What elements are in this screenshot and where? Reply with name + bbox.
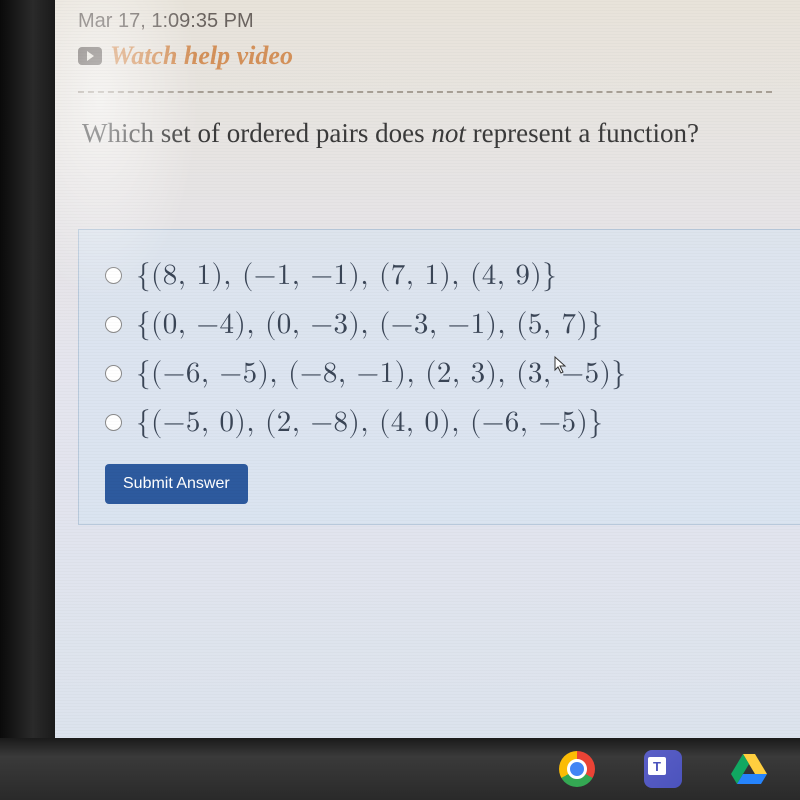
google-drive-icon[interactable]	[728, 748, 770, 790]
option-3[interactable]: {(−6, −5), (−8, −1), (2, 3), (3, −5)}	[105, 356, 774, 391]
option-text: {(0, −4), (0, −3), (−3, −1), (5, 7)}	[136, 307, 603, 342]
radio-icon	[105, 365, 122, 382]
option-text: {(−5, 0), (2, −8), (4, 0), (−6, −5)}	[136, 405, 603, 440]
radio-icon	[105, 267, 122, 284]
submit-answer-button[interactable]: Submit Answer	[105, 464, 248, 504]
chrome-icon[interactable]	[556, 748, 598, 790]
watch-video-label: Watch help video	[110, 41, 293, 71]
play-icon	[78, 47, 102, 65]
option-text: {(8, 1), (−1, −1), (7, 1), (4, 9)}	[136, 258, 557, 293]
answer-panel: {(8, 1), (−1, −1), (7, 1), (4, 9)} {(0, …	[78, 229, 800, 525]
option-1[interactable]: {(8, 1), (−1, −1), (7, 1), (4, 9)}	[105, 258, 774, 293]
watch-help-video-link[interactable]: Watch help video	[78, 41, 293, 71]
question-text: Which set of ordered pairs does not repr…	[78, 115, 772, 151]
timestamp: Mar 17, 1:09:35 PM	[78, 10, 772, 33]
option-4[interactable]: {(−5, 0), (2, −8), (4, 0), (−6, −5)}	[105, 405, 774, 440]
radio-icon	[105, 316, 122, 333]
teams-icon[interactable]: T	[642, 748, 684, 790]
option-2[interactable]: {(0, −4), (0, −3), (−3, −1), (5, 7)}	[105, 307, 774, 342]
pointer-cursor-icon	[552, 355, 570, 377]
radio-icon	[105, 414, 122, 431]
taskbar: T	[556, 748, 770, 790]
divider	[78, 91, 772, 93]
